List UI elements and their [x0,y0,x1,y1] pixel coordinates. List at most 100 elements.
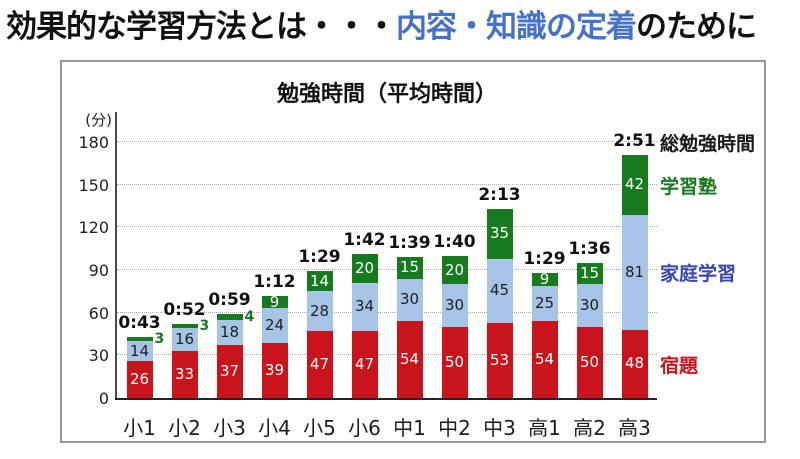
chart-title: 勉強時間（平均時間） [276,82,497,107]
x-axis-label-高3: 高3 [618,416,651,440]
segment-value-outside-cram-school: 3 [199,318,210,335]
gridline-180 [117,141,657,142]
y-tick-label-90: 90 [88,261,109,280]
x-axis-label-小6: 小6 [348,416,381,440]
bar-segment-cram-school: 15 [576,262,603,285]
x-axis-label-小5: 小5 [303,416,336,440]
bar-segment-cram-school: 20 [351,254,378,283]
bar-segment-cram-school: 20 [441,255,468,285]
bar-segment-homework: 50 [441,326,468,398]
bar-segment-home-study: 30 [396,278,423,322]
y-tick-label-60: 60 [88,303,109,323]
x-axis-label-中3: 中3 [483,416,516,440]
bar-segment-homework: 33 [171,351,198,398]
bar-segment-homework: 54 [531,321,558,398]
x-axis-label-高2: 高2 [573,416,606,440]
bar-segment-home-study: 81 [621,214,648,330]
legend-home-study: 家庭学習 [660,263,737,286]
bar-小2: 16 33 [171,324,198,398]
gridline-90 [117,269,657,270]
y-tick-label-180: 180 [78,133,109,152]
bar-segment-home-study: 34 [351,282,378,332]
total-label-中2: 1:40 [433,231,476,252]
y-tick-label-0: 0 [98,389,109,408]
y-tick-label-120: 120 [78,218,109,238]
page-title-prefix: 効果的な学習方法とは・・・ [6,9,397,45]
bar-中2: 20 30 50 [441,255,468,398]
gridline-30 [117,354,657,356]
bar-segment-cram-school: 14 [306,271,333,292]
segment-value-outside-cram-school: 4 [244,308,255,325]
bar-高1: 9 25 54 [531,272,558,398]
gridline-120 [117,226,657,228]
bar-segment-home-study: 30 [576,284,603,327]
gridline-60 [117,311,657,313]
x-axis-label-高1: 高1 [528,416,561,440]
y-axis-unit-label: (分) [85,111,112,129]
y-tick-label-150: 150 [78,175,109,195]
bar-segment-cram-school [216,314,243,320]
legend-total-study-time: 総勉強時間 [660,132,756,155]
bar-segment-homework: 50 [576,326,603,398]
total-label-小2: 0:52 [163,300,206,321]
x-axis-label-小1: 小1 [123,416,156,440]
bar-高3: 42 81 48 [621,154,648,398]
total-label-中1: 1:39 [388,233,431,254]
total-label-小6: 1:42 [343,230,386,251]
total-label-小1: 0:43 [118,312,161,333]
y-tick-label-30: 30 [88,346,109,366]
bar-segment-homework: 54 [396,321,423,398]
bar-segment-cram-school: 15 [396,257,423,279]
bar-segment-homework: 47 [351,331,378,398]
bar-segment-homework: 48 [621,329,648,398]
bar-中3: 35 45 53 [486,208,513,398]
bar-segment-homework: 53 [486,322,513,398]
total-label-高3: 2:51 [613,130,656,151]
bar-中1: 15 30 54 [396,257,423,398]
bar-小4: 9 24 39 [261,295,288,398]
legend-homework: 宿題 [660,354,699,377]
bar-小1: 14 26 [126,336,153,398]
x-axis-label-小4: 小4 [258,416,291,440]
bar-segment-home-study: 25 [531,285,558,322]
bar-segment-cram-school: 9 [531,272,558,286]
legend-cram-school: 学習塾 [660,175,718,198]
bar-高2: 15 30 50 [576,262,603,398]
bar-segment-cram-school: 42 [621,154,648,215]
x-axis-label-小3: 小3 [213,416,246,440]
y-axis-line [115,112,117,398]
bar-segment-cram-school: 9 [261,295,288,309]
page-title-suffix: のために [636,9,757,45]
x-axis-line [115,398,657,400]
x-axis-label-中1: 中1 [393,416,426,440]
total-label-高2: 1:36 [568,238,611,259]
bar-segment-home-study: 18 [216,319,243,346]
bar-小5: 14 28 47 [306,271,333,398]
bar-segment-home-study: 45 [486,258,513,323]
bar-segment-cram-school: 35 [486,208,513,259]
bar-segment-home-study: 28 [306,291,333,332]
bar-segment-home-study: 16 [171,328,198,352]
total-label-高1: 1:29 [523,248,566,269]
chart-panel: 勉強時間（平均時間） (分) 0 30 60 90 120 150 180 3 14 26 0:43… [60,60,766,443]
bar-segment-home-study: 14 [126,341,153,362]
bar-segment-homework: 37 [216,345,243,398]
total-label-小5: 1:29 [298,247,341,268]
page-title-highlight: 内容・知識の定着 [396,9,637,45]
total-label-小3: 0:59 [208,290,251,311]
bar-segment-homework: 26 [126,361,153,398]
bar-segment-cram-school [126,336,153,342]
bar-segment-cram-school [171,324,198,329]
plot-area: 0 30 60 90 120 150 180 3 14 26 0:43 小1 3 16 33 0:52 小2 4 1… [78,112,657,440]
bar-小3: 18 37 [216,314,243,398]
page-title: 効果的な学習方法とは・・・内容・知識の定着のために [6,1,798,46]
segment-value-outside-cram-school: 3 [154,330,165,347]
bar-segment-homework: 47 [306,331,333,398]
bar-segment-home-study: 30 [441,284,468,327]
bar-segment-homework: 39 [261,342,288,398]
x-axis-label-小2: 小2 [168,416,201,440]
x-axis-label-中2: 中2 [438,416,471,440]
gridline-150 [117,183,657,185]
total-label-中3: 2:13 [478,184,521,205]
